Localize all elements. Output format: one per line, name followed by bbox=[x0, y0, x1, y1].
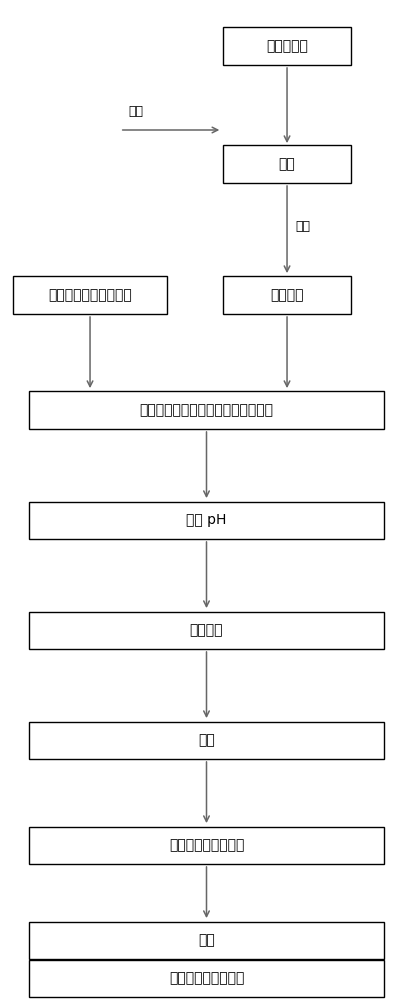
Text: 硅酸钠溶液: 硅酸钠溶液 bbox=[266, 39, 308, 53]
Bar bbox=[29, 922, 384, 958]
Text: 干燥: 干燥 bbox=[198, 933, 215, 947]
Text: 液态聚硅酸硫酸铝铁: 液态聚硅酸硫酸铝铁 bbox=[169, 838, 244, 852]
Bar bbox=[29, 611, 384, 648]
Text: 微波辐射: 微波辐射 bbox=[190, 623, 223, 637]
Text: 固态聚硅酸硫酸铝铁: 固态聚硅酸硫酸铝铁 bbox=[169, 971, 244, 985]
Text: 酸化: 酸化 bbox=[279, 157, 295, 171]
Bar bbox=[29, 721, 384, 758]
Text: 硫酸: 硫酸 bbox=[129, 105, 144, 118]
Bar bbox=[29, 960, 384, 996]
Text: 静置: 静置 bbox=[295, 221, 310, 233]
Bar bbox=[223, 145, 351, 182]
Text: 调节 pH: 调节 pH bbox=[186, 513, 227, 527]
Bar bbox=[223, 27, 351, 64]
Bar bbox=[12, 276, 168, 314]
Bar bbox=[29, 502, 384, 538]
Text: 混合活性硅酸、硫酸铝、硫酸铁溶液: 混合活性硅酸、硫酸铝、硫酸铁溶液 bbox=[140, 403, 273, 417]
Bar bbox=[223, 276, 351, 314]
Text: 硫酸铁、硫酸铝混合液: 硫酸铁、硫酸铝混合液 bbox=[48, 288, 132, 302]
Text: 熟化: 熟化 bbox=[198, 733, 215, 747]
Bar bbox=[29, 826, 384, 863]
Bar bbox=[29, 391, 384, 428]
Text: 活化硅酸: 活化硅酸 bbox=[270, 288, 304, 302]
